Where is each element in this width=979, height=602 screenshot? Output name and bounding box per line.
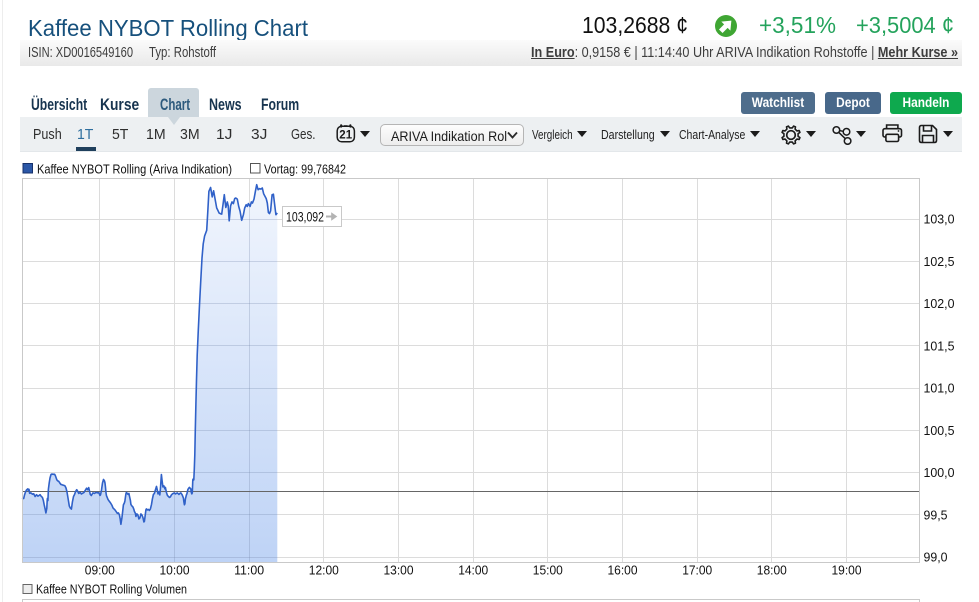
svg-text:Vortag: 99,76842: Vortag: 99,76842 — [264, 163, 346, 177]
svg-text:11:00: 11:00 — [234, 563, 264, 578]
svg-text:10:00: 10:00 — [160, 563, 190, 578]
svg-text:101,0: 101,0 — [924, 381, 955, 396]
svg-text:14:00: 14:00 — [458, 563, 488, 578]
svg-text:103,092: 103,092 — [286, 210, 324, 225]
svg-text:99,0: 99,0 — [924, 550, 948, 565]
svg-text:13:00: 13:00 — [384, 563, 414, 578]
svg-text:101,5: 101,5 — [924, 338, 955, 353]
svg-text:09:00: 09:00 — [85, 563, 115, 578]
svg-text:15:00: 15:00 — [533, 563, 563, 578]
svg-text:18:00: 18:00 — [757, 563, 787, 578]
svg-text:100,5: 100,5 — [924, 423, 955, 438]
svg-text:Kaffee NYBOT Rolling (Ariva In: Kaffee NYBOT Rolling (Ariva Indikation) — [37, 163, 232, 177]
svg-text:21: 21 — [339, 130, 352, 142]
svg-text:100,0: 100,0 — [924, 465, 955, 480]
svg-text:16:00: 16:00 — [608, 563, 638, 578]
svg-text:102,5: 102,5 — [924, 254, 955, 269]
svg-text:103,0: 103,0 — [924, 212, 955, 227]
svg-text:102,0: 102,0 — [924, 296, 955, 311]
svg-text:19:00: 19:00 — [832, 563, 862, 578]
svg-text:99,5: 99,5 — [924, 507, 948, 522]
svg-text:12:00: 12:00 — [309, 563, 339, 578]
svg-text:17:00: 17:00 — [682, 563, 712, 578]
svg-text:Kaffee NYBOT Rolling Volumen: Kaffee NYBOT Rolling Volumen — [36, 583, 187, 597]
